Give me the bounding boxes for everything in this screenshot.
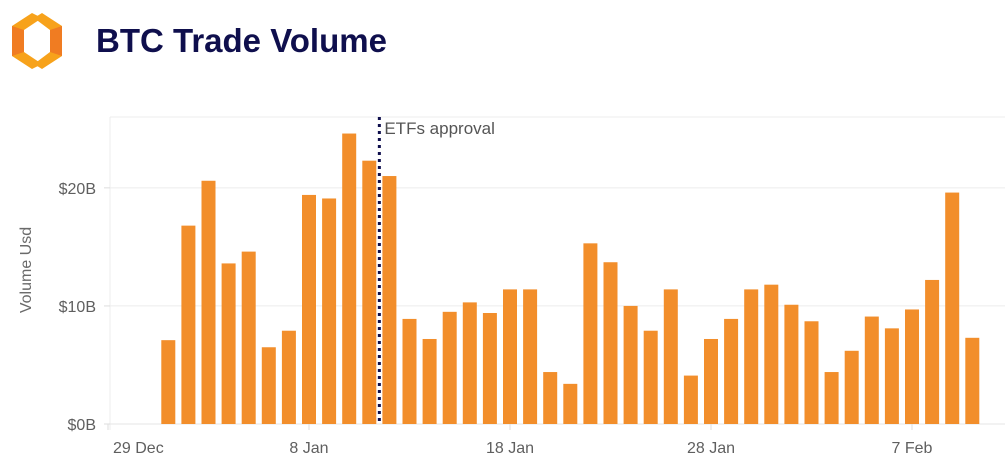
- bar: [503, 289, 517, 424]
- bar: [161, 340, 176, 424]
- bar: [302, 194, 316, 424]
- bar: [281, 330, 296, 424]
- bar: [683, 375, 698, 424]
- bar: [583, 243, 598, 424]
- bar: [663, 289, 678, 424]
- x-tick-label: 7 Feb: [892, 440, 933, 457]
- bar: [764, 284, 779, 424]
- y-tick-label: $10B: [59, 299, 96, 316]
- bar: [482, 313, 497, 424]
- x-tick-label: 8 Jan: [289, 440, 328, 457]
- bar: [523, 289, 538, 424]
- bar: [804, 321, 819, 424]
- bar: [181, 225, 196, 424]
- bar: [603, 262, 618, 424]
- bar: [643, 330, 658, 424]
- bar: [563, 383, 578, 424]
- bar: [824, 372, 839, 424]
- bar: [864, 316, 879, 424]
- bar: [221, 263, 236, 424]
- bar: [342, 133, 357, 424]
- bar: [442, 311, 457, 424]
- etf-approval-annotation: ETFs approval: [384, 119, 495, 138]
- bar: [322, 198, 337, 424]
- x-tick-label: 18 Jan: [486, 440, 534, 457]
- bar: [704, 338, 718, 424]
- bar: [362, 160, 377, 424]
- page-title: BTC Trade Volume: [96, 22, 387, 59]
- bar: [905, 309, 919, 424]
- y-tick-label: $20B: [59, 181, 96, 198]
- bar: [402, 318, 417, 424]
- bar: [241, 251, 256, 424]
- bar: [945, 192, 960, 424]
- bar: [724, 318, 739, 424]
- y-tick-label: $0B: [68, 417, 96, 434]
- x-tick-label: 29 Dec: [113, 440, 164, 457]
- bar: [543, 372, 558, 424]
- bar: [925, 279, 940, 424]
- y-axis-label: Volume Usd: [18, 227, 35, 313]
- brand-logo: [12, 13, 62, 69]
- bar: [744, 289, 759, 424]
- bar: [422, 338, 437, 424]
- bar: [965, 337, 980, 424]
- bar: [462, 302, 477, 424]
- bar: [623, 305, 638, 424]
- bar: [844, 350, 859, 424]
- bar: [784, 304, 799, 424]
- bar: [261, 347, 276, 424]
- x-tick-label: 28 Jan: [687, 440, 735, 457]
- bar: [201, 180, 216, 424]
- bar: [382, 176, 397, 424]
- bar: [884, 328, 899, 424]
